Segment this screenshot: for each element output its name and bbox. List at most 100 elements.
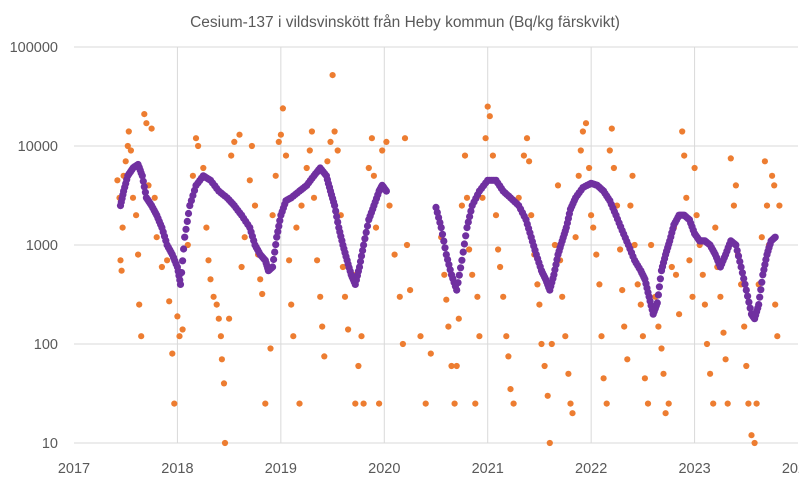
sample-point <box>458 202 465 209</box>
sample-point <box>544 392 551 399</box>
sample-point <box>751 439 758 447</box>
sample-point <box>314 257 321 264</box>
sample-point <box>376 400 383 407</box>
sample-point <box>575 172 582 179</box>
sample-point <box>262 400 269 407</box>
sample-point <box>634 281 641 288</box>
moving-average-point <box>275 222 283 230</box>
sample-point <box>282 152 290 159</box>
sample-point <box>617 246 624 253</box>
moving-average-point <box>361 235 369 243</box>
sample-point <box>528 212 535 219</box>
sample-point <box>610 164 618 172</box>
sample-point <box>548 340 555 348</box>
sample-point <box>303 164 310 172</box>
sample-point <box>621 323 628 330</box>
sample-point <box>500 293 507 300</box>
moving-average-point <box>179 257 187 265</box>
moving-average-point <box>467 207 475 215</box>
sample-point <box>324 158 331 165</box>
moving-average-point <box>740 275 748 283</box>
sample-point <box>171 400 178 407</box>
moving-average-point <box>360 241 368 249</box>
sample-point <box>218 356 225 363</box>
sample-point <box>523 135 531 142</box>
sample-point <box>743 362 750 370</box>
sample-point <box>466 246 473 253</box>
sample-point <box>655 323 662 330</box>
moving-average-point <box>462 232 470 240</box>
sample-point <box>707 370 714 377</box>
sample-point <box>259 290 266 298</box>
sample-point <box>569 410 576 417</box>
sample-point <box>257 276 264 283</box>
moving-average-point <box>176 280 185 288</box>
sample-point <box>469 271 476 278</box>
moving-average-point <box>437 224 445 232</box>
moving-average-point <box>655 283 664 291</box>
sample-point <box>712 224 719 231</box>
sample-point <box>210 293 217 300</box>
sample-point <box>379 147 386 154</box>
chart-title: Cesium-137 i vildsvinskött från Heby kom… <box>190 14 620 31</box>
sample-point <box>228 152 235 159</box>
sample-point <box>135 251 142 258</box>
sample-point <box>627 202 634 209</box>
moving-average-point <box>273 233 281 241</box>
moving-average-point <box>438 230 447 238</box>
sample-point <box>761 158 769 165</box>
moving-average-point <box>457 264 465 272</box>
moving-average-point <box>653 299 661 307</box>
sample-point <box>221 439 229 447</box>
sample-point <box>503 333 510 340</box>
sample-point <box>472 400 479 407</box>
moving-average-point <box>454 279 462 287</box>
sample-point <box>691 164 698 172</box>
sample-point <box>631 241 638 249</box>
sample-point <box>648 241 655 249</box>
sample-point <box>251 202 259 209</box>
sample-point <box>358 333 365 340</box>
sample-point <box>122 158 129 165</box>
sample-point <box>772 301 779 308</box>
sample-point <box>360 400 367 407</box>
sample-point <box>461 152 469 159</box>
moving-average-point <box>757 286 765 294</box>
sample-point <box>407 287 414 294</box>
moving-average-point <box>455 271 463 279</box>
sample-point <box>169 350 176 357</box>
sample-point <box>590 224 597 231</box>
moving-average-point <box>746 304 754 312</box>
sample-point <box>205 257 212 264</box>
sample-point <box>443 296 450 303</box>
sample-point <box>329 72 336 79</box>
sample-point <box>184 241 191 249</box>
sample-point <box>368 135 375 142</box>
sample-point <box>732 182 740 189</box>
sample-point <box>124 142 131 150</box>
y-tick-label: 100 <box>34 337 58 353</box>
moving-average-point <box>139 177 147 185</box>
sample-point <box>164 257 171 264</box>
sample-point <box>195 142 202 150</box>
tick-labels: 10 100 1000 10000 100000 2017 2018 2019 2020 2021… <box>10 40 799 477</box>
sample-point <box>136 301 143 308</box>
moving-average-point <box>741 280 749 288</box>
sample-point <box>586 164 593 172</box>
moving-average-point <box>460 240 468 248</box>
sample-point <box>681 152 688 159</box>
moving-average-point <box>734 252 743 260</box>
sample-point <box>593 251 600 258</box>
moving-average-point <box>331 202 339 210</box>
sample-point <box>241 234 248 241</box>
sample-point <box>693 212 700 219</box>
moving-average-point <box>333 213 341 221</box>
y-tick-label: 1000 <box>26 238 58 254</box>
sample-point <box>567 400 574 407</box>
sample-point <box>536 301 543 308</box>
moving-average-point <box>463 224 471 232</box>
sample-point <box>391 251 398 258</box>
sample-point <box>403 241 411 249</box>
moving-average-point <box>362 228 370 236</box>
